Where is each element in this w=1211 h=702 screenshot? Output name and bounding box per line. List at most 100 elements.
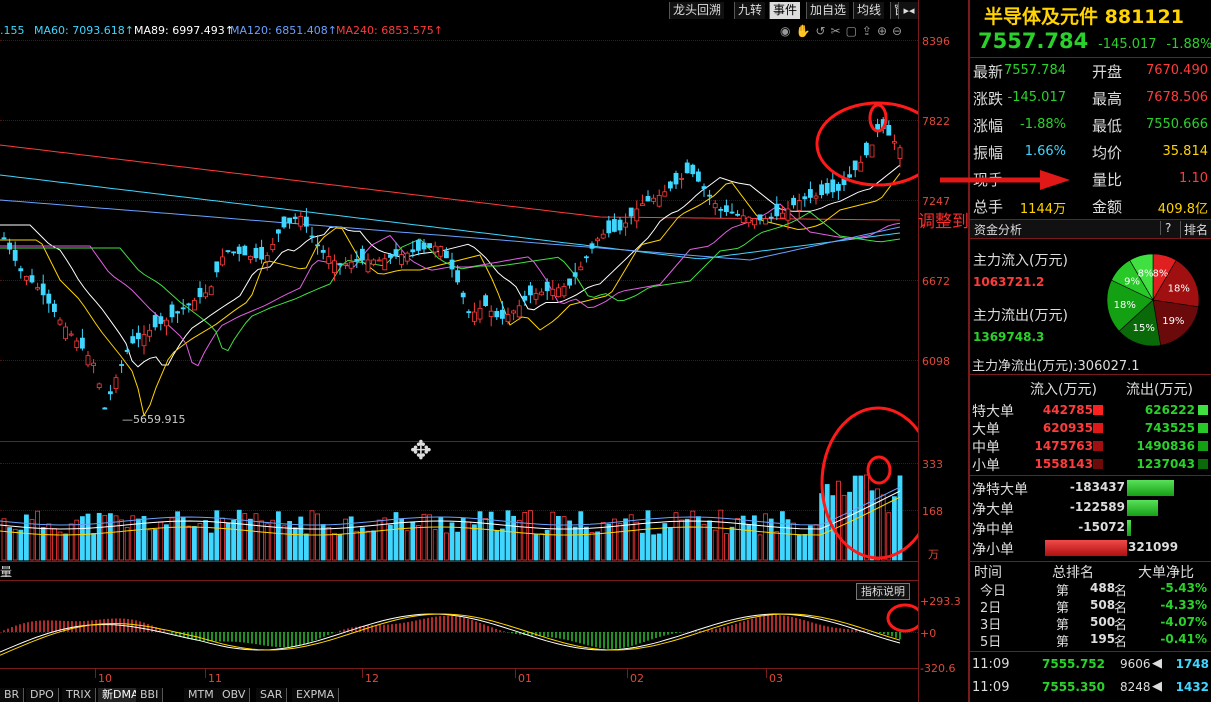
eye-icon[interactable]: ◉ — [780, 24, 796, 38]
indicator-tab[interactable]: OBV — [218, 688, 251, 702]
indicator-tab[interactable]: SAR — [256, 688, 288, 702]
flow-row: 特大单 442785 626222 — [970, 401, 1211, 420]
toolbar-more-icon[interactable]: ▸◂ — [898, 2, 919, 19]
undo-icon[interactable]: ↺ — [815, 24, 831, 38]
volume-bar — [858, 475, 864, 561]
rank-button[interactable]: 排名 — [1180, 221, 1211, 238]
volume-bar — [634, 521, 640, 561]
volume-bar — [102, 515, 108, 561]
candle-body — [63, 326, 68, 340]
volume-bar — [52, 528, 57, 561]
pie-slice — [1152, 259, 1200, 308]
net-flow-label: 净中单 — [972, 522, 1014, 538]
indicator-help-button[interactable]: 指标说明 — [856, 583, 910, 600]
tick-amount: 1748 — [1175, 657, 1209, 671]
net-outflow-label: 主力净流出(万元): — [972, 359, 1078, 374]
indicator-tab[interactable]: BR — [0, 688, 25, 702]
candle-body — [892, 141, 897, 144]
candle-body — [23, 275, 29, 281]
candle-body — [477, 307, 483, 320]
indicator-tab[interactable]: TRIX — [62, 688, 97, 702]
volume-bar — [264, 523, 270, 561]
candle-body — [623, 222, 628, 228]
volume-panel-label: 量 — [0, 565, 13, 579]
help-button[interactable]: ? — [1160, 221, 1175, 235]
net-outflow-value: 306027.1 — [1077, 359, 1140, 374]
candle-body — [242, 245, 248, 256]
chart-tool-icons[interactable]: ◉✋↺✂▢⇪⊕⊖ — [780, 24, 916, 38]
indicator-tab[interactable]: MTM — [184, 688, 219, 702]
flow-label: 小单 — [972, 458, 1000, 474]
quote-value: 1.66% — [1024, 144, 1066, 159]
candle-body — [102, 407, 108, 410]
export-icon[interactable]: ⇪ — [861, 24, 877, 38]
flow-in-swatch — [1093, 441, 1103, 451]
candle-body — [354, 259, 360, 262]
toolbar-button[interactable]: 九转 — [734, 2, 766, 19]
volume-bar — [169, 517, 175, 561]
flow-out-swatch — [1198, 441, 1208, 451]
toolbar-button[interactable]: 均线 — [853, 2, 885, 19]
macd-axis-label: -320.6 — [920, 662, 956, 675]
volume-bar — [57, 531, 63, 561]
candle-body — [371, 259, 377, 265]
tick-time: 11:09 — [972, 680, 1010, 695]
kline-svg[interactable] — [0, 0, 918, 702]
rank-prefix: 第 — [1056, 635, 1070, 650]
stock-change-pct: -1.88% — [1166, 37, 1211, 52]
candle-body — [785, 208, 791, 221]
flow-row: 大单 620935 743525 — [970, 419, 1211, 438]
volume-bar — [68, 523, 74, 561]
lock-icon[interactable]: ▢ — [845, 24, 862, 38]
volume-bar — [645, 510, 651, 561]
rank-row: 2日 第 508 名 -4.33% — [970, 597, 1211, 616]
indicator-tab[interactable]: DPO — [26, 688, 59, 702]
scissors-icon[interactable]: ✂ — [830, 24, 846, 38]
indicator-tab[interactable]: BBI — [136, 688, 164, 702]
toolbar-button[interactable]: 龙头回溯 — [669, 2, 725, 19]
rank-ratio-header: 大单净比 — [1138, 565, 1194, 581]
x-axis-label: 11 — [208, 672, 222, 685]
indicator-tab[interactable]: EXPMA — [292, 688, 340, 702]
tick-row: 11:09 7555.350 8248 ◀ 1432 — [970, 679, 1211, 699]
volume-bar — [287, 521, 293, 561]
volume-bar — [841, 494, 847, 561]
volume-bar — [471, 524, 477, 561]
toolbar-button[interactable]: 加自选 — [806, 2, 850, 19]
candle-body — [460, 292, 466, 298]
net-flow-label: 净特大单 — [972, 482, 1028, 498]
flow-out-swatch — [1198, 405, 1208, 415]
candle-body — [186, 303, 192, 306]
volume-bar — [505, 510, 511, 561]
volume-bar — [376, 519, 382, 561]
volume-bar — [516, 519, 522, 561]
flow-in-value: 620935 — [1042, 421, 1093, 435]
volume-bar — [808, 525, 813, 561]
candle-body — [561, 286, 567, 297]
zoom-out-icon[interactable]: ⊖ — [892, 24, 908, 38]
volume-bar — [275, 511, 281, 561]
zoom-in-icon[interactable]: ⊕ — [876, 24, 893, 38]
net-flow-label: 净大单 — [972, 502, 1014, 518]
candle-body — [415, 240, 421, 251]
toolbar-button[interactable]: 事件 — [769, 2, 801, 19]
quote-value: 409.8亿 — [1157, 202, 1208, 217]
pie-slice-label: 18% — [1168, 284, 1190, 295]
candle-body — [488, 310, 494, 317]
candle-body — [483, 295, 489, 306]
candle-body — [651, 197, 656, 202]
volume-bar — [337, 534, 343, 561]
hand-icon[interactable]: ✋ — [795, 24, 816, 38]
rank-ratio: -4.07% — [1160, 615, 1207, 629]
candle-body — [225, 250, 231, 253]
quote-label: 金额 — [1092, 198, 1123, 216]
candle-body — [1, 237, 7, 240]
volume-bar — [550, 511, 556, 561]
flow-out-value: 1490836 — [1136, 439, 1195, 453]
volume-bar — [488, 511, 494, 561]
candle-body — [303, 216, 309, 227]
candle-body — [684, 162, 690, 174]
volume-bar — [735, 518, 740, 561]
candle-body — [522, 295, 528, 301]
